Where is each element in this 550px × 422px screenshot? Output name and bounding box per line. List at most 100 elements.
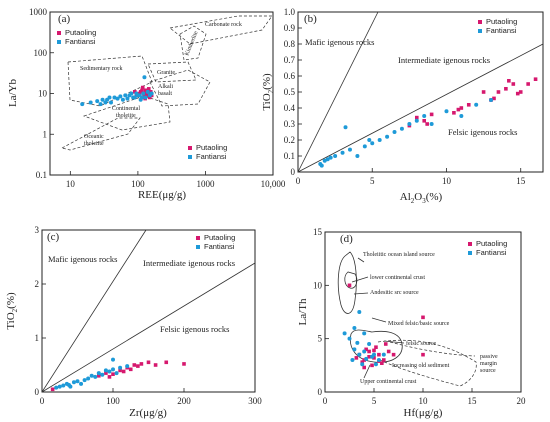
pd-xtick-label: 5 xyxy=(372,396,377,406)
point-fantiansi xyxy=(118,365,123,370)
point-fantiansi xyxy=(407,122,412,126)
point-putaoling xyxy=(146,360,151,365)
pb-ytick-label: 0.7 xyxy=(284,55,296,65)
point-fantiansi xyxy=(333,154,338,158)
label-granite: Granite xyxy=(157,70,175,76)
point-fantiansi xyxy=(71,380,76,385)
pb-ytick-label: 0 xyxy=(291,167,296,177)
pb-ytick-label: 0.6 xyxy=(284,71,296,81)
point-fantiansi xyxy=(61,383,66,388)
lead-upper-crust xyxy=(363,364,371,379)
panel-a-xlabel: REE(μg/g) xyxy=(138,189,186,201)
point-fantiansi xyxy=(444,109,449,114)
point-fantiansi xyxy=(367,342,372,346)
point-putaoling xyxy=(429,112,434,117)
pc-ytick-label: 2 xyxy=(35,279,40,289)
label-continental-2: tholeiite xyxy=(116,113,136,119)
point-putaoling xyxy=(143,88,148,93)
legend-d-fantiansi: Fantiansi xyxy=(476,248,507,257)
pa-ytick-label: 10 xyxy=(38,89,48,99)
field-alkali-basalt xyxy=(149,69,211,107)
panel-c-label: (c) xyxy=(47,231,60,243)
legend-c-fantiansi-marker xyxy=(196,245,200,249)
legend-a-bot-putaoling-marker xyxy=(188,146,192,150)
point-putaoling xyxy=(364,347,368,352)
point-putaoling xyxy=(496,90,501,94)
legend-a-top-putaoling: Putaoling xyxy=(65,28,96,37)
point-fantiansi xyxy=(429,122,434,126)
point-fantiansi xyxy=(112,95,117,100)
point-fantiansi xyxy=(96,371,101,376)
point-putaoling xyxy=(456,107,461,112)
pb-xtick-label: 10 xyxy=(442,176,452,186)
c-boundary-felsic xyxy=(41,262,256,393)
point-putaoling xyxy=(382,358,386,362)
pd-xtick-label: 15 xyxy=(468,396,478,406)
point-putaoling xyxy=(128,367,133,372)
legend-b-fantiansi-marker xyxy=(478,29,482,33)
panel-c-xlabel: Zr(μg/g) xyxy=(129,407,167,419)
point-fantiansi xyxy=(80,102,85,107)
point-putaoling xyxy=(147,95,152,100)
pb-ytick-label: 0.2 xyxy=(284,135,295,145)
point-fantiansi xyxy=(125,364,130,369)
point-fantiansi xyxy=(350,358,355,362)
pb-ytick-label: 0.9 xyxy=(284,23,296,33)
point-putaoling xyxy=(421,315,425,320)
point-putaoling xyxy=(139,362,144,366)
d-label-margin: margin xyxy=(480,361,497,367)
point-putaoling xyxy=(533,77,538,81)
point-fantiansi xyxy=(120,97,125,102)
legend-b: Putaoling Fantiansi xyxy=(478,17,517,35)
lead-ocean-island xyxy=(357,257,365,263)
b-label-mafic: Mafic igenous rocks xyxy=(305,37,374,47)
lead-andesitic xyxy=(353,292,369,295)
panel-b-frame xyxy=(297,11,544,173)
legend-a-bot-fantiansi-marker xyxy=(188,155,192,159)
point-fantiansi xyxy=(109,100,114,105)
point-putaoling xyxy=(50,387,55,392)
pa-ytick-label: 1000 xyxy=(29,7,48,17)
point-putaoling xyxy=(153,363,158,367)
point-fantiansi xyxy=(362,144,367,149)
point-putaoling xyxy=(136,364,140,368)
point-fantiansi xyxy=(95,99,100,104)
point-putaoling xyxy=(104,371,108,375)
point-fantiansi xyxy=(145,89,150,94)
point-fantiansi xyxy=(79,381,84,386)
legend-d-putaoling-marker xyxy=(468,242,472,246)
point-fantiansi xyxy=(89,373,94,378)
point-putaoling xyxy=(414,115,419,120)
legend-a-top-fantiansi: Fantiansi xyxy=(65,37,96,46)
field-passive-margin xyxy=(377,339,477,387)
point-putaoling xyxy=(132,363,137,367)
point-fantiansi xyxy=(118,94,123,99)
point-fantiansi xyxy=(376,358,381,362)
legend-a-bottom: Putaoling Fantiansi xyxy=(188,143,227,161)
legend-d: Putaoling Fantiansi xyxy=(468,239,507,257)
point-fantiansi xyxy=(141,91,146,96)
pc-xtick-label: 100 xyxy=(106,396,120,406)
d-label-source: source xyxy=(480,368,496,374)
point-putaoling xyxy=(421,352,425,357)
point-fantiansi xyxy=(328,155,333,160)
d-label-passive: passive xyxy=(480,354,498,360)
point-putaoling xyxy=(466,103,471,107)
field-continental-tholeiite xyxy=(82,95,171,131)
legend-a-top: Putaoling Fantiansi xyxy=(57,28,96,46)
d-label-lower-crust: lower continental crust xyxy=(370,275,425,281)
point-fantiansi xyxy=(149,91,154,96)
legend-c: Putaoling Fantiansi xyxy=(196,233,235,251)
point-putaoling xyxy=(372,348,376,353)
point-putaoling xyxy=(526,82,530,86)
legend-a-bot-fantiansi: Fantiansi xyxy=(196,152,227,161)
point-fantiansi xyxy=(325,157,330,162)
point-fantiansi xyxy=(355,154,360,158)
point-fantiansi xyxy=(319,163,324,168)
point-putaoling xyxy=(386,349,391,354)
point-putaoling xyxy=(367,349,371,354)
point-putaoling xyxy=(481,90,486,94)
pd-ytick-label: 15 xyxy=(313,227,323,237)
point-fantiansi xyxy=(107,95,112,100)
panel-c: 0 100 200 300 0 1 2 3 (c) Zr(μg/g) TiO2(%) Mafi… xyxy=(5,225,262,419)
